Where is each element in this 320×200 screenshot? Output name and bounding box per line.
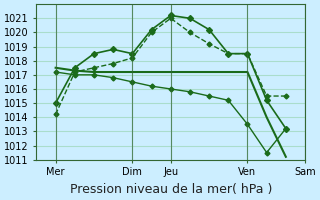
X-axis label: Pression niveau de la mer( hPa ): Pression niveau de la mer( hPa )	[69, 183, 272, 196]
